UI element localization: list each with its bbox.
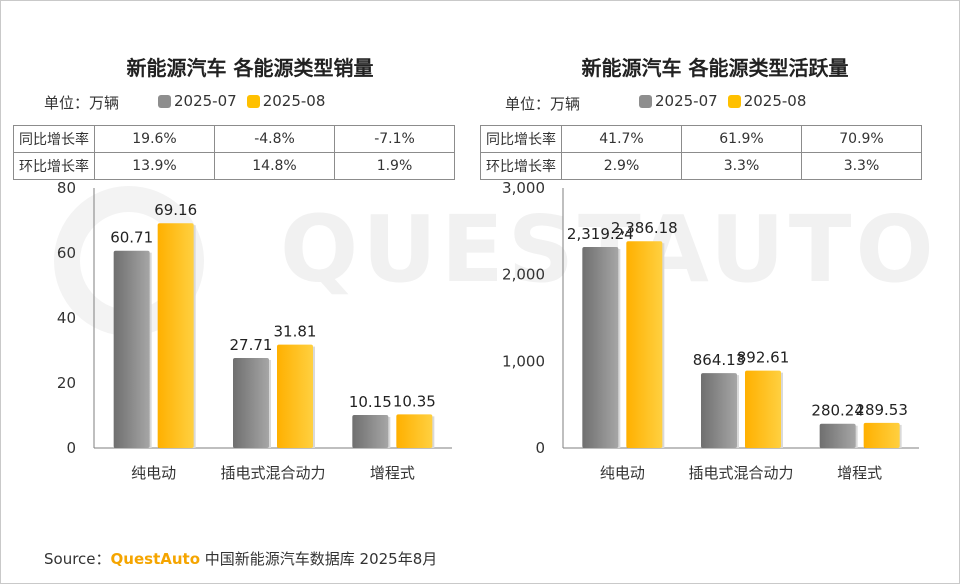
data-label: 10.15	[349, 393, 392, 411]
source-prefix: Source：	[44, 550, 111, 568]
y-tick-label: 80	[57, 179, 76, 197]
y-tick-label: 2,000	[502, 266, 545, 284]
bar-curr	[626, 241, 663, 448]
data-label: 2,319.24	[567, 225, 634, 243]
growth-cell: 41.7%	[561, 125, 682, 153]
unit-label-active: 单位：万辆	[505, 95, 581, 113]
y-tick-label: 60	[57, 244, 76, 262]
data-label: 69.16	[154, 201, 197, 219]
data-label: 27.71	[230, 336, 273, 354]
y-tick-label: 0	[535, 439, 545, 457]
growth-row-mom: 环比增长率 13.9% 14.8% 1.9%	[13, 152, 455, 180]
bar-prev	[233, 357, 269, 448]
data-label: 864.13	[693, 351, 746, 369]
legend-item-prev: 2025-07	[158, 92, 237, 110]
growth-table-active: 同比增长率 41.7% 61.9% 70.9% 环比增长率 2.9% 3.3% …	[480, 125, 922, 180]
legend-label-prev: 2025-07	[174, 92, 237, 110]
data-label: 31.81	[274, 323, 317, 341]
legend-swatch-curr	[727, 94, 741, 108]
bar-curr	[277, 344, 313, 448]
growth-row-label: 同比增长率	[480, 125, 562, 153]
y-tick-label: 0	[66, 439, 76, 457]
chart-title-active: 新能源汽车 各能源类型活跃量	[581, 56, 849, 80]
growth-cell: 14.8%	[214, 152, 335, 180]
source-note: Source：QuestAuto 中国新能源汽车数据库 2025年8月	[44, 548, 437, 569]
legend-item-prev: 2025-07	[639, 92, 718, 110]
legend-item-curr: 2025-08	[246, 92, 326, 110]
growth-row-label: 同比增长率	[13, 125, 95, 153]
legend-sales: 2025-07 2025-08	[158, 92, 335, 110]
growth-cell: -4.8%	[214, 125, 335, 153]
bar-chart-active: 0 1,000 2,000 3,000 纯电动 2,319.242,386.18 插电式混合…	[502, 179, 919, 482]
growth-cell: -7.1%	[334, 125, 455, 153]
legend-item-curr: 2025-08	[727, 92, 807, 110]
source-suffix: 中国新能源汽车数据库 2025年8月	[200, 550, 438, 568]
x-category-label: 纯电动	[600, 464, 645, 482]
data-label: 280.24	[811, 402, 864, 420]
data-label: 60.71	[110, 229, 153, 247]
bar-curr	[396, 414, 433, 448]
data-label: 10.35	[393, 392, 436, 410]
growth-cell: 19.6%	[94, 125, 215, 153]
growth-row-yoy: 同比增长率 41.7% 61.9% 70.9%	[480, 125, 922, 153]
source-brand: QuestAuto	[110, 550, 200, 568]
growth-row-label: 环比增长率	[13, 152, 95, 180]
x-category-label: 纯电动	[131, 464, 176, 482]
growth-cell: 2.9%	[561, 152, 682, 180]
legend-label-curr: 2025-08	[743, 92, 807, 110]
bar-prev	[113, 250, 150, 448]
legend-active: 2025-07 2025-08	[639, 92, 816, 110]
bar-prev	[582, 246, 619, 448]
growth-cell: 1.9%	[334, 152, 455, 180]
growth-cell: 3.3%	[801, 152, 922, 180]
x-category-label: 增程式	[370, 464, 415, 482]
legend-swatch-prev	[639, 94, 652, 108]
x-category-label: 插电式混合动力	[220, 464, 325, 482]
bar-curr	[745, 370, 781, 448]
growth-table-sales: 同比增长率 19.6% -4.8% -7.1% 环比增长率 13.9% 14.8…	[13, 125, 455, 180]
bar-prev	[701, 373, 737, 448]
y-tick-label: 20	[57, 374, 76, 392]
chart-title-sales: 新能源汽车 各能源类型销量	[126, 56, 374, 80]
bar-prev	[352, 415, 389, 448]
bar-curr	[863, 422, 900, 448]
x-category-label: 插电式混合动力	[688, 464, 793, 482]
bar-curr	[157, 223, 194, 448]
x-category-label: 增程式	[837, 464, 882, 482]
data-label: 2,386.18	[611, 219, 678, 237]
y-tick-label: 3,000	[502, 179, 545, 197]
y-tick-label: 40	[57, 309, 76, 327]
y-tick-label: 1,000	[502, 352, 545, 370]
unit-label-sales: 单位：万辆	[44, 94, 120, 112]
bar-prev	[819, 423, 856, 448]
growth-cell: 13.9%	[94, 152, 215, 180]
legend-swatch-curr	[246, 94, 260, 108]
data-label: 289.53	[855, 401, 908, 419]
growth-cell: 70.9%	[801, 125, 922, 153]
legend-label-curr: 2025-08	[262, 92, 326, 110]
growth-row-mom: 环比增长率 2.9% 3.3% 3.3%	[480, 152, 922, 180]
legend-label-prev: 2025-07	[655, 92, 718, 110]
legend-swatch-prev	[158, 94, 171, 108]
data-label: 892.61	[737, 349, 790, 367]
growth-row-yoy: 同比增长率 19.6% -4.8% -7.1%	[13, 125, 455, 153]
